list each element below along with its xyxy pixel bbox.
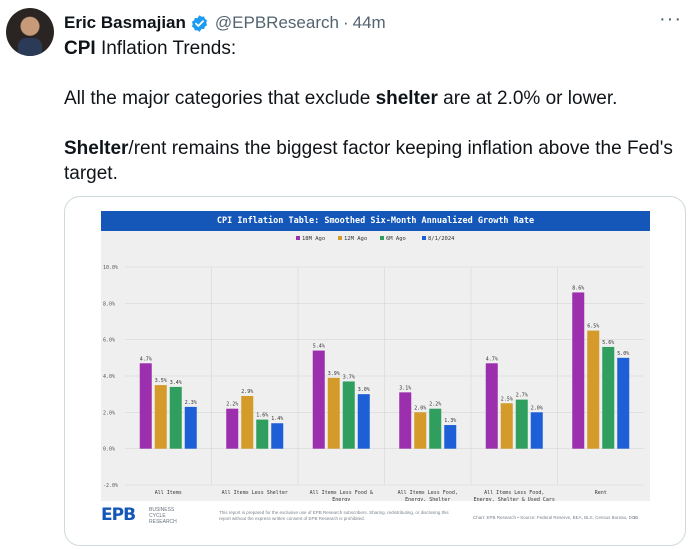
bar bbox=[226, 408, 239, 449]
x-tick-label: Rent bbox=[595, 490, 607, 496]
tweet-line-1: CPI Inflation Trends: bbox=[64, 38, 237, 59]
more-horizontal-icon[interactable]: ··· bbox=[659, 8, 682, 30]
bar bbox=[515, 399, 528, 449]
legend-label: 6M Ago bbox=[386, 236, 406, 242]
data-label: 2.0% bbox=[531, 405, 543, 411]
bar bbox=[342, 381, 355, 449]
data-label: 2.0% bbox=[414, 405, 426, 411]
data-label: 2.9% bbox=[241, 389, 253, 395]
data-label: 3.1% bbox=[399, 385, 411, 391]
legend-swatch bbox=[380, 236, 384, 240]
data-label: 1.4% bbox=[271, 416, 283, 422]
author-handle[interactable]: @EPBResearch bbox=[214, 13, 339, 32]
bar bbox=[241, 395, 254, 449]
x-tick-label: All Items Less Food & bbox=[310, 490, 373, 496]
data-label: 5.0% bbox=[617, 351, 629, 357]
author-avatar[interactable] bbox=[6, 8, 54, 56]
bar bbox=[602, 346, 615, 449]
legend-swatch bbox=[296, 236, 300, 240]
tweet-timestamp[interactable]: 44m bbox=[352, 13, 386, 32]
epb-logo-subtitle: BUSINESS CYCLE RESEARCH bbox=[149, 507, 177, 525]
bar bbox=[357, 394, 370, 449]
x-tick-label: Energy, Shelter bbox=[405, 497, 450, 501]
bar bbox=[327, 377, 340, 449]
tweet-line-3: Shelter/rent remains the biggest factor … bbox=[64, 138, 673, 184]
bar bbox=[617, 357, 630, 449]
verified-badge-icon bbox=[191, 14, 207, 32]
y-tick-label: 10.0% bbox=[103, 265, 118, 271]
data-label: 3.9% bbox=[328, 371, 340, 377]
bar bbox=[414, 412, 427, 449]
data-label: 3.0% bbox=[358, 387, 370, 393]
data-label: 4.7% bbox=[140, 356, 152, 362]
data-label: 5.6% bbox=[602, 340, 614, 346]
y-tick-label: 2.0% bbox=[103, 410, 115, 416]
bar bbox=[572, 292, 585, 449]
separator-dot: · bbox=[342, 13, 349, 32]
bar bbox=[256, 419, 269, 449]
data-label: 1.3% bbox=[444, 418, 456, 424]
y-tick-label: 0.0% bbox=[103, 447, 115, 453]
data-label: 6.5% bbox=[587, 324, 599, 330]
data-label: 2.3% bbox=[185, 400, 197, 406]
y-tick-label: -2.0% bbox=[103, 483, 118, 489]
author-name[interactable]: Eric Basmajian bbox=[64, 13, 186, 32]
x-tick-label: Energy, Shelter & Used Cars bbox=[474, 497, 555, 501]
x-tick-label: All Items Less Shelter bbox=[222, 490, 288, 496]
data-label: 2.2% bbox=[429, 402, 441, 408]
data-label: 8.6% bbox=[572, 285, 584, 291]
data-label: 2.7% bbox=[516, 393, 528, 399]
y-tick-label: 8.0% bbox=[103, 301, 115, 307]
bar bbox=[429, 408, 442, 449]
x-tick-label: All Items bbox=[155, 490, 182, 496]
bar bbox=[312, 350, 325, 449]
data-label: 3.5% bbox=[155, 378, 167, 384]
tweet-header: Eric Basmajian @EPBResearch · 44m bbox=[64, 12, 386, 34]
bar bbox=[169, 386, 182, 449]
report-footer: EPB BUSINESS CYCLE RESEARCH This report … bbox=[101, 505, 650, 529]
disclaimer-text: This report is prepared for the exclusiv… bbox=[219, 510, 449, 521]
data-label: 4.7% bbox=[486, 356, 498, 362]
legend-label: 12M Ago bbox=[344, 236, 367, 242]
data-label: 3.7% bbox=[343, 374, 355, 380]
bar bbox=[139, 363, 152, 449]
x-tick-label: Energy bbox=[332, 497, 350, 501]
bar bbox=[271, 423, 284, 449]
bar bbox=[500, 403, 513, 449]
bar bbox=[399, 392, 412, 449]
y-tick-label: 4.0% bbox=[103, 374, 115, 380]
data-label: 1.6% bbox=[256, 413, 268, 419]
legend-label: 18M Ago bbox=[302, 236, 325, 242]
legend-swatch bbox=[422, 236, 426, 240]
tweet-line-2: All the major categories that exclude sh… bbox=[64, 88, 618, 109]
bar bbox=[485, 363, 498, 449]
y-tick-label: 6.0% bbox=[103, 338, 115, 344]
chart-title: CPI Inflation Table: Smoothed Six-Month … bbox=[101, 211, 650, 231]
bar bbox=[587, 330, 600, 449]
data-label: 5.4% bbox=[313, 344, 325, 350]
bar bbox=[530, 412, 543, 449]
epb-logo: EPB bbox=[101, 505, 136, 525]
legend-swatch bbox=[338, 236, 342, 240]
page-number: 10 bbox=[632, 515, 638, 520]
bar bbox=[184, 406, 197, 449]
chart-plot: -2.0% 0.0% 2.0% 4.0% 6.0% 8.0% 10.0% 18M Ago 12M… bbox=[103, 236, 644, 501]
source-text: Chart: EPB Research • Source: Federal Re… bbox=[473, 515, 638, 520]
legend-label: 8/1/2024 bbox=[428, 236, 455, 242]
cpi-chart: CPI Inflation Table: Smoothed Six-Month … bbox=[101, 211, 650, 501]
tweet-text: CPI Inflation Trends: All the major cate… bbox=[64, 36, 688, 211]
data-label: 3.4% bbox=[170, 380, 182, 386]
x-tick-label: All Items Less Food, bbox=[484, 490, 544, 496]
data-label: 2.2% bbox=[226, 402, 238, 408]
data-label: 2.5% bbox=[501, 396, 513, 402]
tweet-media-image[interactable]: CPI Inflation Table: Smoothed Six-Month … bbox=[64, 196, 686, 546]
bar bbox=[154, 385, 167, 449]
bar bbox=[444, 425, 457, 449]
x-tick-label: All Items Less Food, bbox=[398, 490, 458, 496]
